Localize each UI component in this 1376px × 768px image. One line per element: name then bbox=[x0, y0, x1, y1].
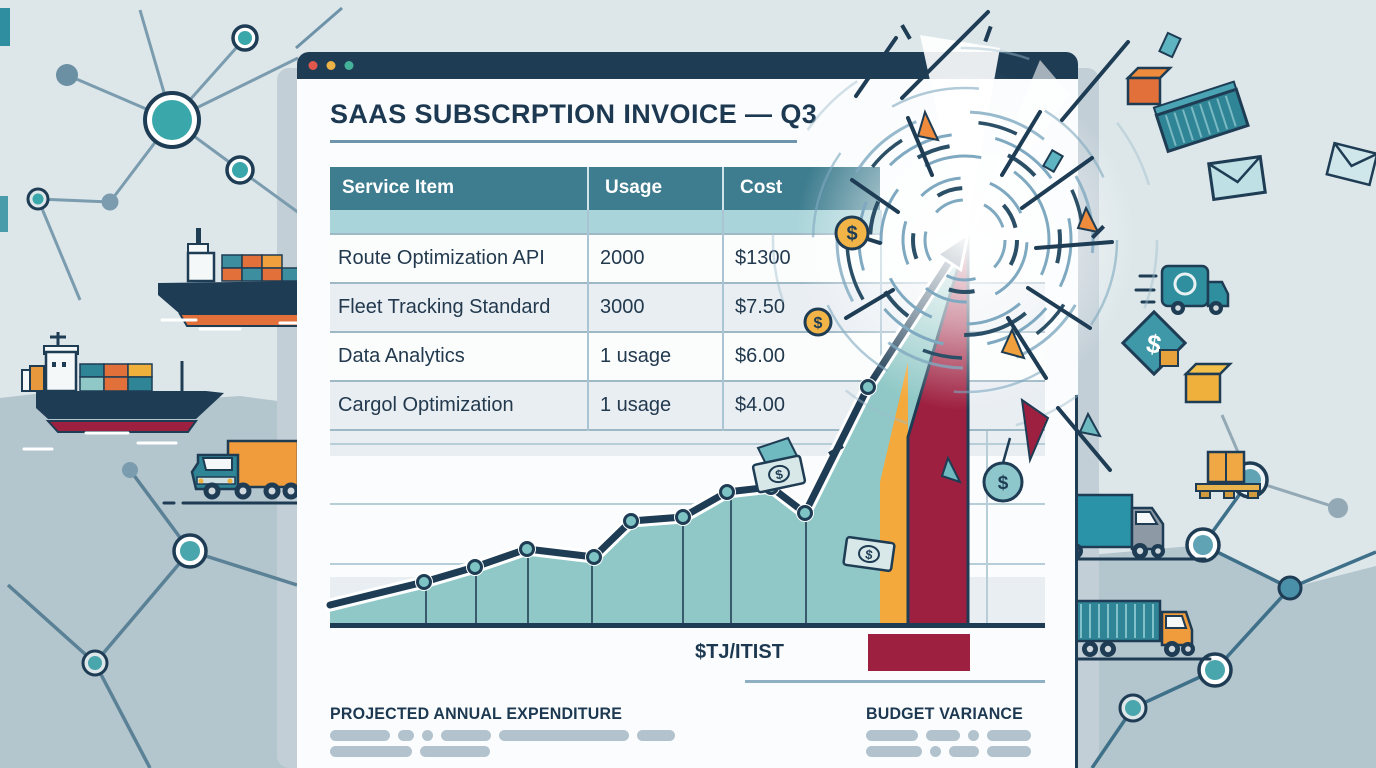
corner-line bbox=[295, 6, 343, 50]
close-window-icon[interactable] bbox=[308, 61, 318, 70]
truck-icon bbox=[162, 439, 307, 505]
network-graph-top-left bbox=[36, 9, 300, 301]
pallet-box-icon bbox=[1195, 450, 1261, 499]
box-truck-icon bbox=[1060, 493, 1207, 561]
column-header: Service Item bbox=[342, 177, 454, 198]
edge-tab-icon bbox=[0, 196, 8, 232]
envelope-icon bbox=[1325, 141, 1376, 187]
cell-cost: $6.00 bbox=[735, 345, 786, 367]
legend-divider bbox=[745, 680, 1045, 683]
placeholder-text-line bbox=[330, 746, 490, 757]
column-header: Usage bbox=[587, 167, 722, 210]
column-header: Cost bbox=[722, 167, 880, 210]
cell-service-item: Route Optimization API bbox=[338, 247, 545, 269]
cell-usage: 3000 bbox=[600, 296, 645, 318]
cell-usage: 1 usage bbox=[600, 345, 672, 367]
cardboard-box-icon bbox=[1159, 349, 1234, 404]
invoice-window: SAAS SUBSCRPTION INVOICE — Q3 Service It… bbox=[297, 52, 1078, 768]
network-nodes-top-left bbox=[26, 24, 259, 211]
svg-text:$: $ bbox=[1144, 328, 1164, 360]
delivery-van-icon bbox=[1134, 264, 1230, 315]
traffic-lights bbox=[308, 61, 354, 70]
network-nodes-bottom-left bbox=[81, 462, 208, 677]
cell-service-item: Data Analytics bbox=[338, 345, 465, 367]
edge-tab-icon bbox=[0, 8, 10, 46]
placeholder-text-line bbox=[866, 746, 1031, 757]
cell-service-item: Cargol Optimization bbox=[338, 394, 514, 416]
legend-label: $TJ/ITIST bbox=[695, 641, 784, 663]
cell-usage: 2000 bbox=[600, 247, 645, 269]
column-divider bbox=[587, 210, 589, 431]
envelope-icon bbox=[1207, 154, 1267, 202]
network-graph-bottom-left bbox=[6, 468, 298, 768]
minimize-window-icon[interactable] bbox=[326, 61, 336, 70]
table-row[interactable]: Data Analytics 1 usage $6.00 bbox=[330, 333, 1045, 382]
column-divider bbox=[880, 210, 882, 431]
ground-right bbox=[1078, 545, 1376, 768]
page-title: SAAS SUBSCRPTION INVOICE — Q3 bbox=[330, 99, 818, 129]
cell-cost: $1300 bbox=[735, 247, 791, 269]
water-left bbox=[0, 390, 330, 768]
cell-cost: $7.50 bbox=[735, 296, 786, 318]
cargo-ship-icon bbox=[21, 332, 224, 451]
table-row[interactable]: Cargol Optimization 1 usage $4.00 bbox=[330, 382, 1045, 431]
cell-service-item: Fleet Tracking Standard bbox=[338, 296, 551, 318]
shipping-container-icon bbox=[1152, 80, 1250, 154]
footer-heading-right: BUDGET VARIANCE bbox=[866, 704, 1024, 723]
cell-cost: $4.00 bbox=[735, 394, 786, 416]
cardboard-box-icon bbox=[1124, 66, 1174, 106]
window-titlebar bbox=[297, 52, 1078, 79]
network-graph-bottom-right bbox=[1090, 414, 1376, 768]
placeholder-text-line bbox=[330, 730, 675, 741]
zoom-window-icon[interactable] bbox=[344, 61, 354, 70]
dollar-diamond-icon: $ bbox=[1120, 309, 1188, 377]
footer-heading-left: PROJECTED ANNUAL EXPENDITURE bbox=[330, 704, 623, 723]
title-underline bbox=[330, 140, 797, 143]
container-truck-icon bbox=[1060, 599, 1212, 661]
placeholder-text-line bbox=[866, 730, 1031, 741]
table-row[interactable]: Fleet Tracking Standard 3000 $7.50 bbox=[330, 284, 1045, 333]
legend-swatch bbox=[868, 634, 970, 671]
cargo-ship-icon bbox=[158, 228, 312, 331]
table-subheader-band bbox=[330, 210, 880, 235]
table-row[interactable]: Route Optimization API 2000 $1300 bbox=[330, 235, 1045, 284]
cell-usage: 1 usage bbox=[600, 394, 672, 416]
column-divider bbox=[722, 210, 724, 431]
table-header-row: Service Item Usage Cost bbox=[330, 167, 880, 210]
